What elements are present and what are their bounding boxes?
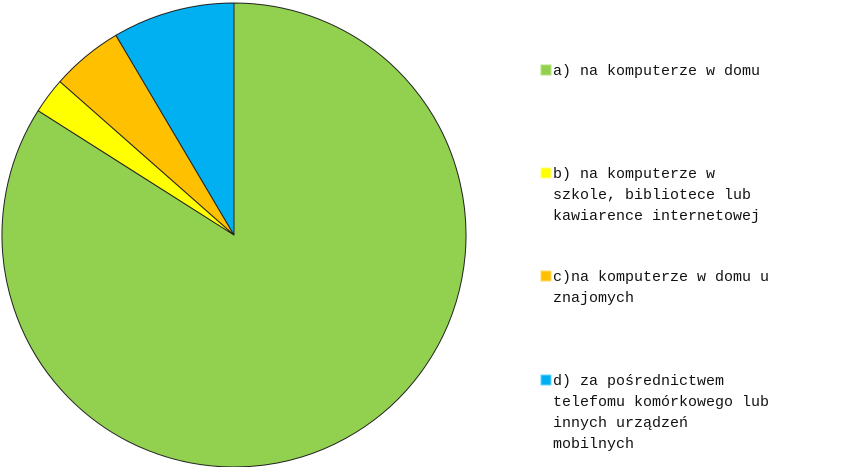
legend-item-a: a) na komputerze w domu <box>540 63 760 80</box>
legend-swatch-b <box>540 167 552 179</box>
legend-item-c: c)na komputerze w domu u znajomych <box>540 269 769 307</box>
legend-item-d: d) za pośrednictwem telefomu komórkowego … <box>540 373 769 453</box>
pie-slices <box>1 2 467 467</box>
legend-label-d-line-4: mobilnych <box>553 436 634 453</box>
legend-label-d-line-1: d) za pośrednictwem <box>553 373 724 390</box>
legend-label-b-line-3: kawiarence internetowej <box>553 208 760 225</box>
legend-label-d-line-2: telefomu komórkowego lub <box>553 394 769 411</box>
legend-label-c-line-2: znajomych <box>553 290 634 307</box>
legend: a) na komputerze w domu b) na komputerze … <box>540 63 769 453</box>
legend-label-c-line-1: c)na komputerze w domu u <box>553 269 769 286</box>
legend-swatch-a <box>540 64 552 76</box>
legend-swatch-d <box>540 374 552 386</box>
legend-label-d-line-3: innych urządzeń <box>553 415 688 432</box>
legend-label-b-line-2: szkole, bibliotece lub <box>553 187 751 204</box>
legend-label-a-line-1: a) na komputerze w domu <box>553 63 760 80</box>
pie-slice-d <box>115 2 235 236</box>
legend-item-b: b) na komputerze w szkole, bibliotece lub… <box>540 166 760 225</box>
legend-swatch-c <box>540 270 552 282</box>
legend-label-b-line-1: b) na komputerze w <box>553 166 715 183</box>
